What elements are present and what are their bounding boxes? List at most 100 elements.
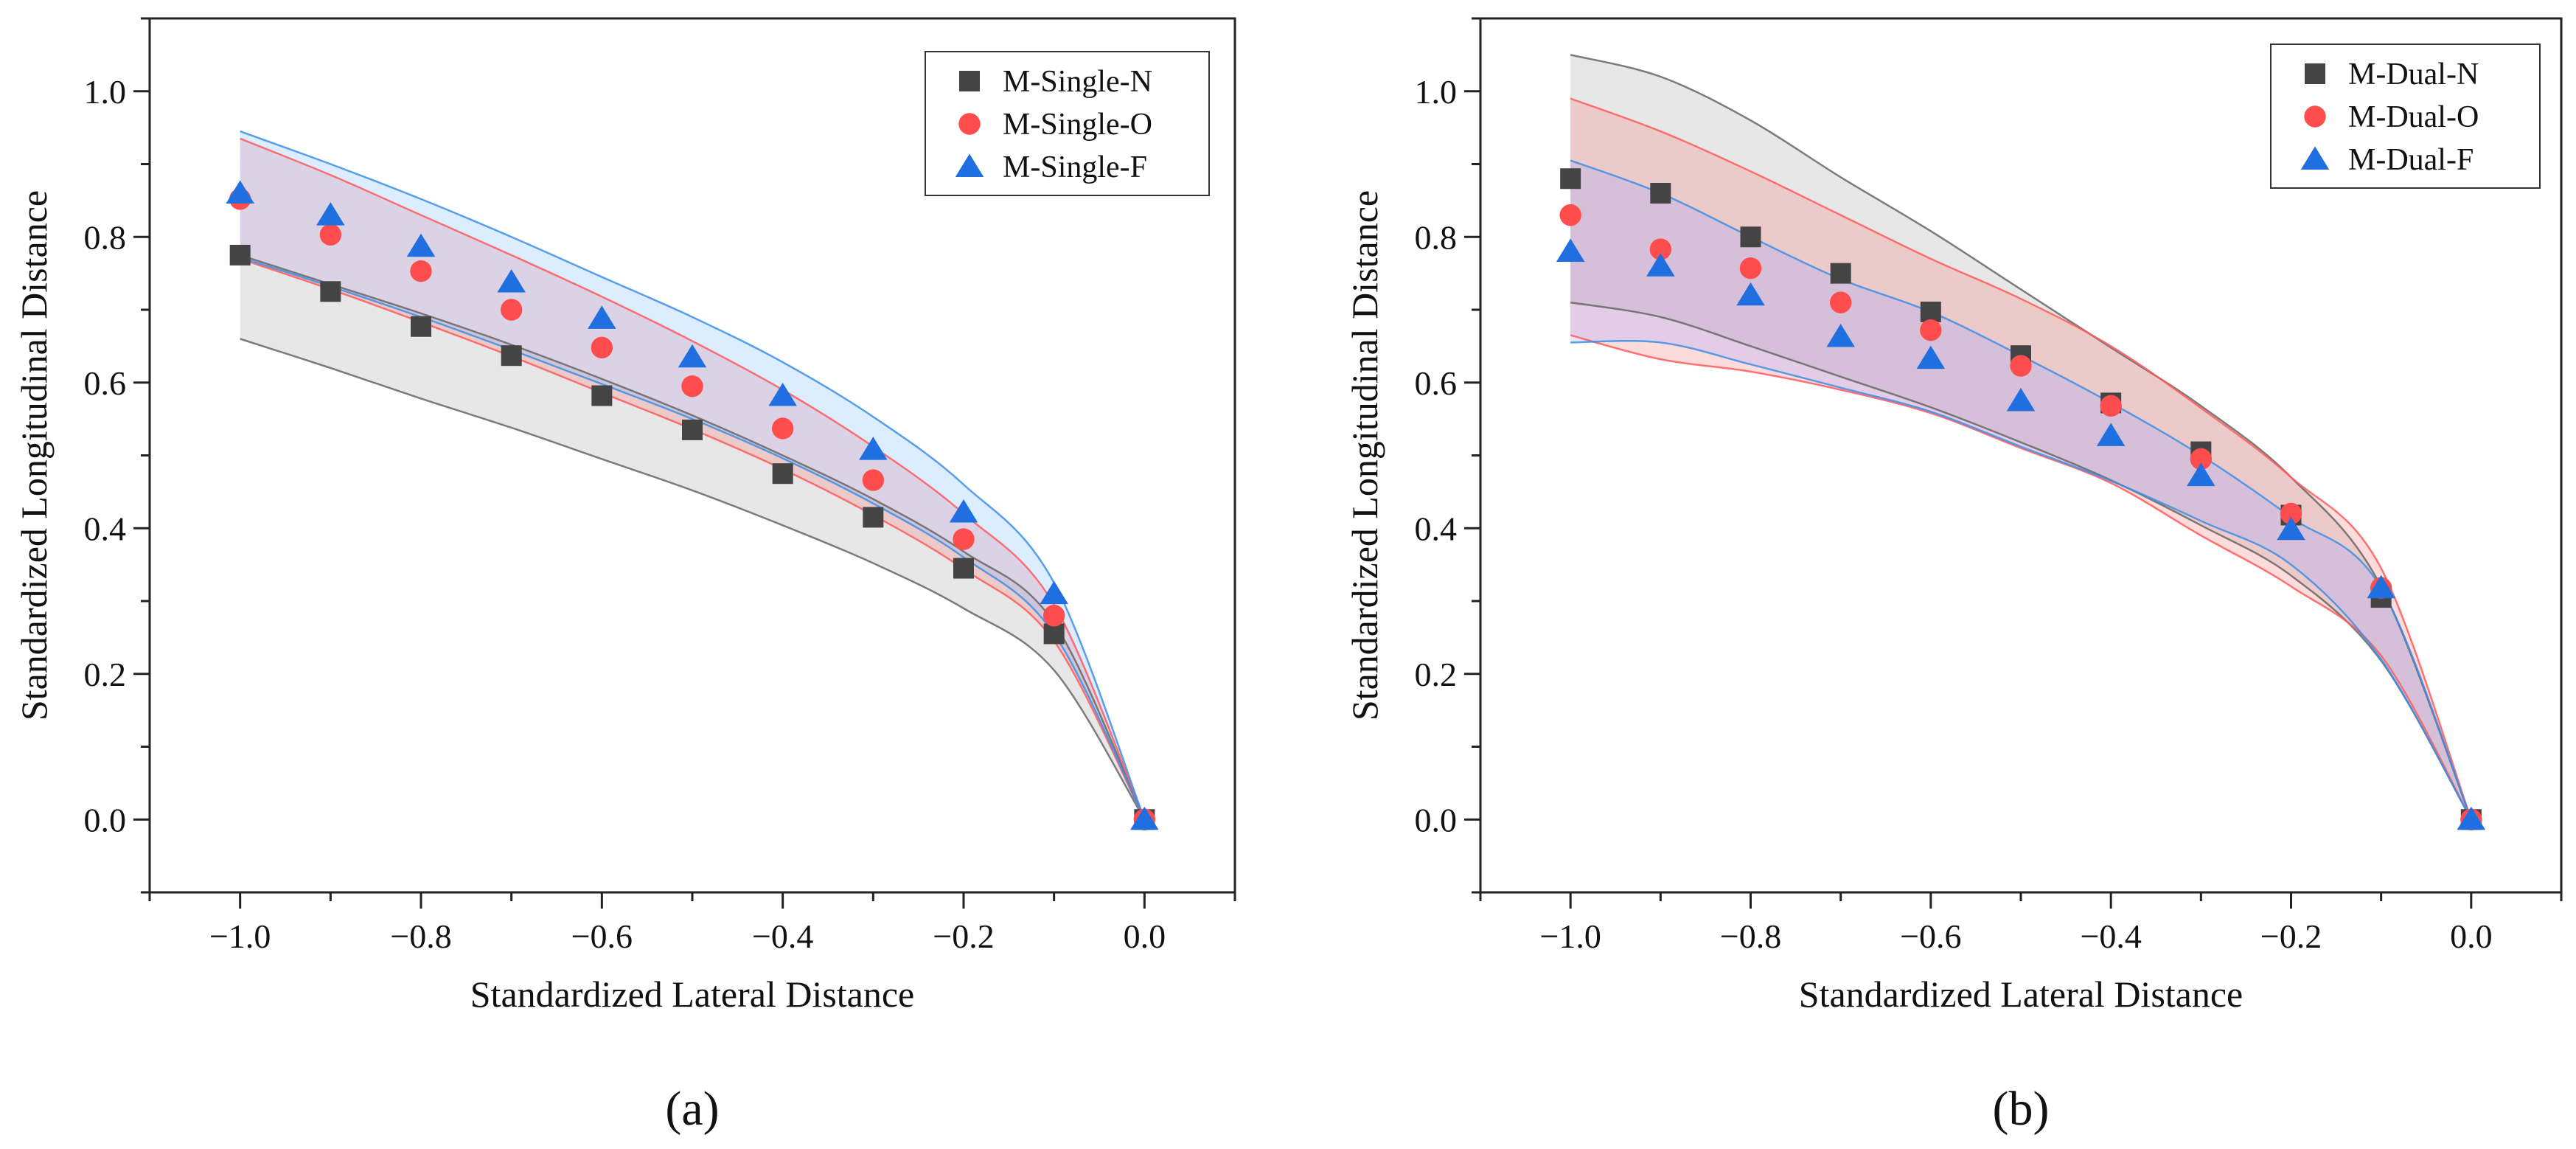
data-point [1649,238,1672,260]
data-point [1916,345,1946,369]
data-point [1556,238,1585,262]
y-tick-label: 1.0 [1415,73,1458,111]
data-point [2100,395,2122,417]
data-point [501,345,522,367]
data-point [1920,319,1942,341]
legend-label: M-Single-N [1003,65,1152,99]
band-m-dual-o [1570,98,2471,820]
y-tick-label: 0.6 [1415,364,1458,402]
data-markers [1556,168,2486,830]
data-point [2277,516,2305,541]
x-axis-title: Standardized Lateral Distance [1799,973,2243,1015]
legend-entry: M-Dual-F [2300,143,2474,177]
band-upper-line [240,130,1146,820]
legend-marker [955,153,984,177]
data-point [1040,580,1068,605]
data-point [588,305,616,329]
data-point [2367,574,2395,599]
x-tick-label: −0.6 [1900,917,1961,955]
x-axis-title: Standardized Lateral Distance [470,973,915,1015]
panel-label: (a) [665,1082,719,1136]
y-tick-label: 1.0 [84,73,127,111]
legend-label: M-Dual-F [2348,143,2474,177]
band-edge-lines [240,130,1146,820]
legend-label: M-Dual-O [2348,100,2479,134]
data-point [591,385,613,406]
data-point [1920,301,1941,322]
data-point [410,260,432,282]
data-point [1736,282,1765,306]
data-point [1739,257,1762,280]
x-tick-label: −0.8 [1720,917,1781,955]
panel-label: (b) [1993,1082,2050,1136]
data-point [1042,605,1065,627]
legend-marker [2300,146,2330,170]
data-point [678,344,707,368]
x-tick-label: −0.2 [2260,917,2322,955]
data-point [1130,806,1159,830]
data-point [500,299,523,321]
data-point [862,469,885,491]
y-axis-ticks: 0.0 0.2 0.4 0.6 0.8 1.0 [1415,17,1480,894]
legend-marker [2305,63,2325,84]
band-m-single-n [240,254,1145,820]
y-axis-ticks: 0.0 0.2 0.4 0.6 0.8 1.0 [84,17,150,894]
data-point [768,383,797,406]
data-markers [226,180,1159,830]
band-m-dual-n [1570,55,2471,820]
y-tick-label: 0.4 [84,510,127,547]
legend-marker [958,113,981,135]
x-tick-label: −1.0 [209,917,271,955]
data-point [863,507,884,528]
data-point [1826,324,1855,347]
band-m-single-o [240,138,1145,820]
data-point [1740,226,1761,248]
data-point [953,558,974,579]
x-tick-label: −0.6 [571,917,633,955]
confidence-bands [240,131,1145,820]
band-upper-line [1570,54,2472,820]
legend-marker [2304,105,2326,128]
legend-entry: M-Dual-O [2304,100,2479,134]
y-tick-label: 0.6 [84,364,127,402]
band-lower-line [240,338,1146,820]
data-point [1043,623,1065,645]
data-point [1829,291,1852,313]
x-tick-label: −1.0 [1539,917,1601,955]
panel-a: −1.0 −0.8 −0.6 −0.4 −0.2 0.0 0.0 0.2 0.4 0.6 0.8 1… [13,17,1236,1136]
legend-entry: M-Single-F [955,150,1147,184]
data-point [2190,448,2213,471]
y-tick-label: 0.8 [84,218,127,256]
data-point [2457,806,2486,830]
legend-marker [959,71,980,91]
x-tick-label: −0.4 [752,917,813,955]
legend-entry: M-Dual-N [2305,58,2479,91]
data-point [1560,168,1581,190]
data-point [2187,462,2215,487]
data-point [320,281,341,302]
y-axis-title: Standardized Longitudinal Distance [13,190,55,721]
data-point [319,223,342,246]
data-point [591,336,613,359]
y-tick-label: 0.8 [1415,218,1458,256]
data-point [2006,387,2036,412]
y-tick-label: 0.0 [84,801,127,839]
data-point [1559,204,1581,226]
y-tick-label: 0.2 [84,656,127,693]
legend-label: M-Single-F [1003,150,1147,184]
x-axis-ticks: −1.0 −0.8 −0.6 −0.4 −0.2 0.0 [1479,892,2563,955]
data-point [772,463,793,485]
confidence-bands [1570,55,2471,820]
data-point [682,419,703,440]
band-m-dual-f [1570,160,2471,820]
band-lower-line [1570,334,2472,820]
band-edge-lines [1570,54,2473,820]
x-axis-ticks: −1.0 −0.8 −0.6 −0.4 −0.2 0.0 [148,892,1236,955]
panel-b: −1.0 −0.8 −0.6 −0.4 −0.2 0.0 0.0 0.2 0.4 0.6 0.8 1… [1344,17,2563,1136]
data-point [226,180,254,204]
y-tick-label: 0.0 [1415,801,1458,839]
data-point [406,233,436,257]
band-upper-line [240,254,1146,820]
legend-label: M-Single-O [1003,108,1152,142]
